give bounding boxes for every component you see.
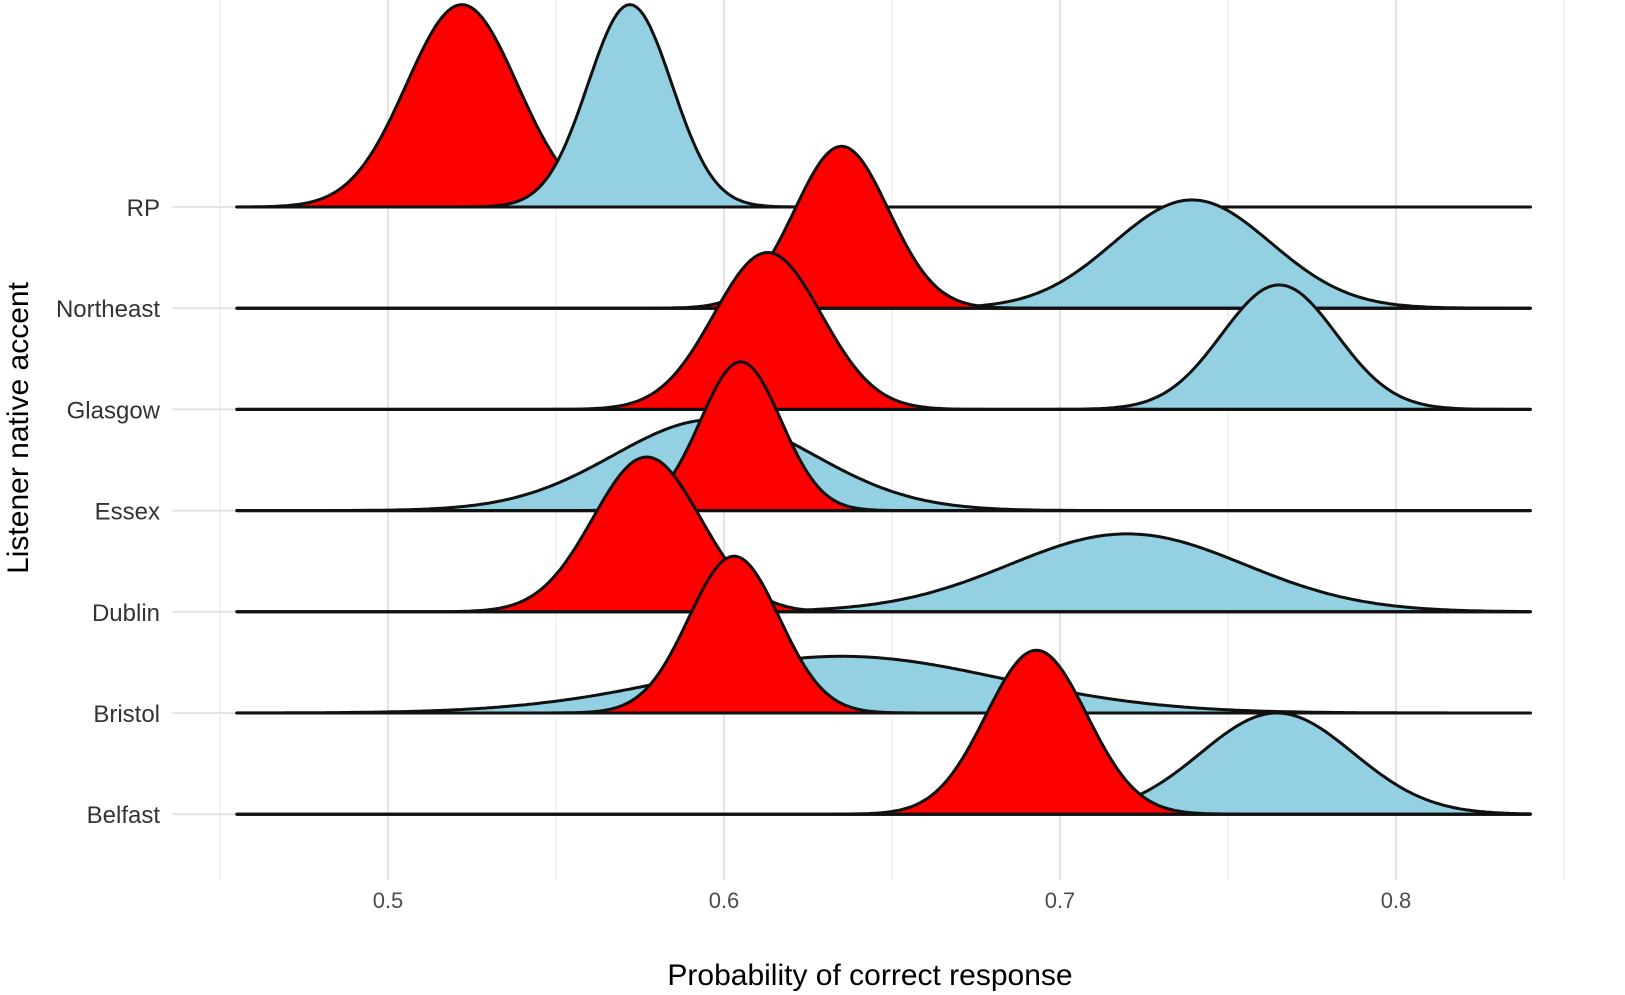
grid-lines bbox=[172, 0, 1565, 880]
y-axis-title: Listener native accent bbox=[2, 281, 35, 574]
y-category-label: Northeast bbox=[56, 296, 160, 323]
density-blue-bristol bbox=[235, 654, 1532, 715]
y-category-label: Glasgow bbox=[67, 397, 161, 424]
x-tick-labels: 0.5 0.6 0.7 0.8 bbox=[373, 888, 1412, 913]
y-category-label: RP bbox=[127, 195, 160, 222]
ridge-layer bbox=[235, 3, 1532, 816]
x-axis-title: Probability of correct response bbox=[667, 959, 1072, 992]
x-tick-label: 0.7 bbox=[1045, 888, 1076, 913]
y-category-label: Essex bbox=[95, 499, 160, 526]
y-category-label: Bristol bbox=[93, 701, 160, 728]
y-category-labels: RP Northeast Glasgow Essex Dublin Bristol Belf… bbox=[56, 195, 161, 829]
x-tick-label: 0.5 bbox=[373, 888, 404, 913]
density-blue-belfast bbox=[235, 711, 1532, 816]
ridge-rp bbox=[235, 3, 1532, 209]
ridge-glasgow bbox=[235, 251, 1532, 411]
density-blue-dublin bbox=[235, 532, 1532, 614]
ridge-dublin bbox=[235, 455, 1532, 614]
x-tick-label: 0.6 bbox=[709, 888, 740, 913]
density-red-rp bbox=[235, 3, 1532, 209]
density-red-dublin bbox=[235, 455, 1532, 614]
ridge-essex bbox=[235, 360, 1532, 513]
x-tick-label: 0.8 bbox=[1381, 888, 1412, 913]
density-blue-essex bbox=[235, 418, 1532, 513]
y-category-label: Dublin bbox=[92, 600, 160, 627]
y-category-label: Belfast bbox=[87, 802, 161, 829]
ridge-bristol bbox=[235, 554, 1532, 715]
ridge-belfast bbox=[235, 648, 1532, 816]
